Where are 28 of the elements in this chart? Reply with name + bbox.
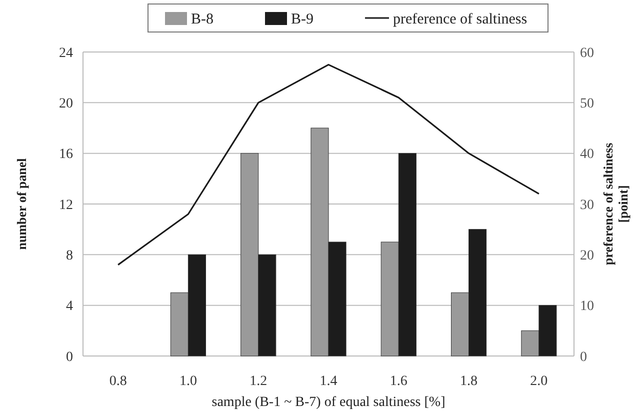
x-tick-label: 1.4	[320, 374, 338, 389]
y2-tick-label: 20	[580, 248, 594, 264]
line-series	[117, 64, 540, 266]
y-tick-label: 16	[59, 147, 73, 162]
y2-tick-label: 0	[580, 350, 587, 365]
y-axis-title: number of panel	[14, 158, 29, 250]
y-tick-label: 24	[59, 46, 73, 61]
x-tick-label: 2.0	[530, 374, 548, 389]
legend-label: B-9	[291, 11, 314, 28]
y-tick-label: 4	[66, 299, 73, 314]
y2-tick-label: 30	[580, 198, 594, 213]
x-tick-label: 1.0	[179, 374, 197, 389]
y2-axis-title: preference of saltiness [point]	[600, 142, 631, 266]
y-tick-label: 0	[66, 350, 73, 365]
y2-tick-label: 10	[580, 299, 594, 314]
x-tick-label: 1.2	[250, 374, 268, 389]
y2-tick-label: 60	[580, 46, 594, 61]
legend-label: B-8	[191, 11, 214, 28]
y2-tick-label: 40	[580, 147, 594, 162]
y-tick-label: 12	[59, 198, 73, 213]
legend-label: preference of saltiness	[393, 11, 528, 28]
y-tick-label: 8	[66, 248, 73, 264]
x-axis-title: sample (B-1 ~ B-7) of equal saltiness [%]	[212, 395, 446, 410]
x-tick-label: 1.8	[460, 374, 478, 389]
x-tick-label: 1.6	[390, 374, 408, 389]
y-tick-label: 20	[59, 96, 73, 112]
x-tick-label: 0.8	[109, 374, 127, 389]
y2-tick-label: 50	[580, 96, 594, 112]
